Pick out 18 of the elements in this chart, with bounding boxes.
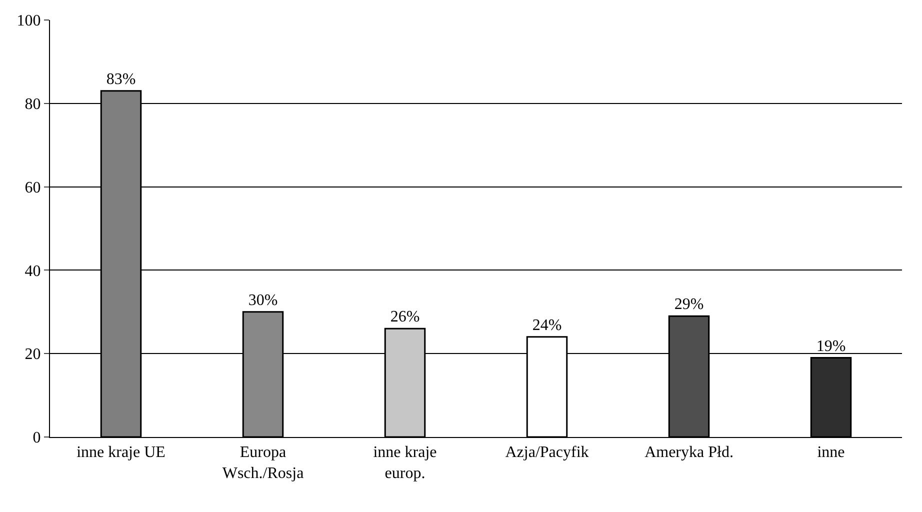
y-tick-label: 80: [24, 96, 41, 113]
data-label: 24%: [532, 316, 562, 334]
data-label: 29%: [674, 296, 704, 314]
x-tick-label: inne kraje europ.: [373, 444, 437, 482]
data-label: 26%: [390, 308, 420, 326]
y-tick-label: 0: [32, 430, 41, 447]
data-label: 30%: [248, 292, 278, 309]
x-tick-label: Azja/Pacyfik: [505, 444, 589, 462]
y-tick-label: 60: [24, 179, 41, 196]
x-tick-label: inne kraje UE: [76, 444, 166, 462]
x-tick-label: Ameryka Płd.: [644, 444, 734, 462]
y-tick-label: 100: [16, 12, 41, 30]
y-tick-label: 40: [24, 262, 41, 280]
x-tick-label: Europa Wsch./Rosja: [222, 444, 304, 482]
data-label: 83%: [106, 70, 136, 88]
data-label: 19%: [816, 338, 846, 355]
x-tick-label: inne: [817, 444, 845, 462]
y-tick-label: 20: [24, 346, 41, 364]
